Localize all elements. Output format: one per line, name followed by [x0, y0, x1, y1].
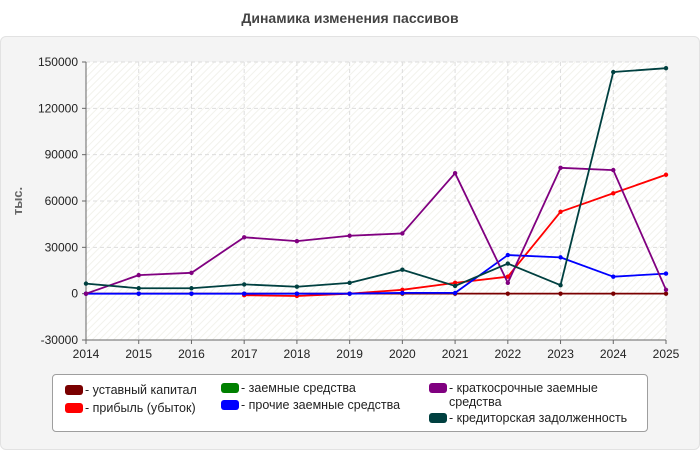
data-point [136, 291, 141, 296]
legend-label: - уставный капитал [85, 383, 197, 397]
data-point [505, 261, 511, 266]
data-point [294, 284, 300, 289]
data-point [611, 274, 616, 279]
data-point [294, 291, 300, 296]
x-tick-label: 2021 [442, 347, 469, 361]
legend-swatch-kratkosrochnye [429, 383, 447, 393]
data-point [505, 252, 511, 258]
data-point [663, 271, 669, 276]
data-point [189, 291, 194, 296]
legend-item-ustavnyi[interactable]: - уставный капитал [65, 383, 197, 397]
legend-item-zaemnye[interactable]: - заемные средства [221, 381, 356, 395]
x-tick-label: 2025 [653, 347, 680, 361]
data-point [611, 291, 616, 296]
data-point [558, 209, 563, 215]
legend-swatch-kreditorskaya [429, 413, 447, 423]
series-line-3 [86, 254, 667, 295]
data-point [400, 287, 405, 293]
data-point [294, 238, 300, 244]
legend-label: - прочие заемные средства [241, 398, 401, 412]
x-tick-label: 2023 [547, 347, 574, 361]
data-point [241, 291, 247, 296]
series-line-4 [85, 166, 667, 295]
data-point [241, 235, 247, 240]
y-tick-label: -30000 [41, 333, 79, 347]
data-point [136, 286, 141, 291]
data-point [400, 267, 405, 272]
data-point [189, 270, 194, 276]
x-tick-label: 2014 [73, 347, 100, 361]
x-tick-label: 2016 [178, 347, 205, 361]
data-point [347, 280, 352, 286]
x-tick-label: 2022 [494, 347, 521, 361]
y-ticks: -30000 0 30000 60000 90000 120000 150000 [38, 55, 86, 347]
data-point [558, 282, 563, 288]
y-tick-label: 120000 [38, 101, 78, 115]
data-point [452, 280, 458, 286]
legend-item-kreditorskaya[interactable]: - кредиторская задолженность [429, 411, 627, 425]
data-point [83, 281, 89, 286]
data-point [452, 283, 458, 289]
data-point [611, 167, 616, 173]
data-point [558, 165, 563, 170]
data-point [663, 65, 669, 71]
legend-swatch-zaemnye [221, 383, 239, 393]
data-point [663, 287, 669, 293]
legend-swatch-pribyl [65, 403, 83, 413]
data-point [241, 282, 247, 287]
data-point [136, 272, 141, 278]
x-ticks: 2014 2015 2016 2017 2018 2019 2020 2021 2022 2023… [73, 340, 680, 361]
x-tick-label: 2018 [284, 347, 311, 361]
legend: - уставный капитал - прибыль (убыток) - … [52, 374, 648, 432]
x-tick-label: 2017 [231, 347, 258, 361]
x-tick-label: 2024 [600, 347, 627, 361]
y-tick-label: 30000 [45, 240, 79, 254]
data-point [452, 171, 458, 176]
legend-label: - прибыль (убыток) [85, 401, 196, 415]
data-point [663, 172, 669, 177]
data-point [505, 274, 511, 279]
x-tick-label: 2019 [336, 347, 363, 361]
y-tick-label: 60000 [45, 194, 79, 208]
data-point [558, 291, 563, 296]
legend-label: - краткосрочные заемные средства [449, 381, 598, 409]
legend-item-kratkosrochnye[interactable]: - краткосрочные заемные средства [429, 381, 629, 409]
series [83, 65, 669, 299]
data-point [558, 255, 563, 260]
y-tick-label: 150000 [38, 55, 78, 69]
series-line-5 [85, 67, 667, 290]
data-point [611, 69, 616, 75]
legend-swatch-prochie [221, 400, 239, 410]
data-point [611, 191, 616, 196]
legend-label: - кредиторская задолженность [449, 411, 628, 425]
data-point [505, 291, 511, 296]
data-point [83, 291, 89, 296]
legend-swatch-ustavnyi [65, 385, 83, 395]
data-point [663, 291, 669, 296]
data-point [400, 290, 405, 296]
x-tick-label: 2015 [125, 347, 152, 361]
data-point [400, 231, 405, 236]
x-tick-label: 2020 [389, 347, 416, 361]
data-point [347, 291, 352, 296]
legend-item-pribyl[interactable]: - прибыль (убыток) [65, 401, 196, 415]
y-tick-label: 90000 [45, 148, 79, 162]
legend-label: - заемные средства [241, 381, 356, 395]
chart-title: Динамика изменения пассивов [241, 10, 459, 26]
y-tick-label: 0 [71, 287, 78, 301]
data-point [505, 280, 511, 286]
y-axis-label: тыс. [10, 187, 25, 215]
data-point [347, 233, 352, 238]
data-point [189, 286, 194, 291]
legend-item-prochie[interactable]: - прочие заемные средства [221, 398, 400, 412]
data-point [452, 290, 458, 296]
